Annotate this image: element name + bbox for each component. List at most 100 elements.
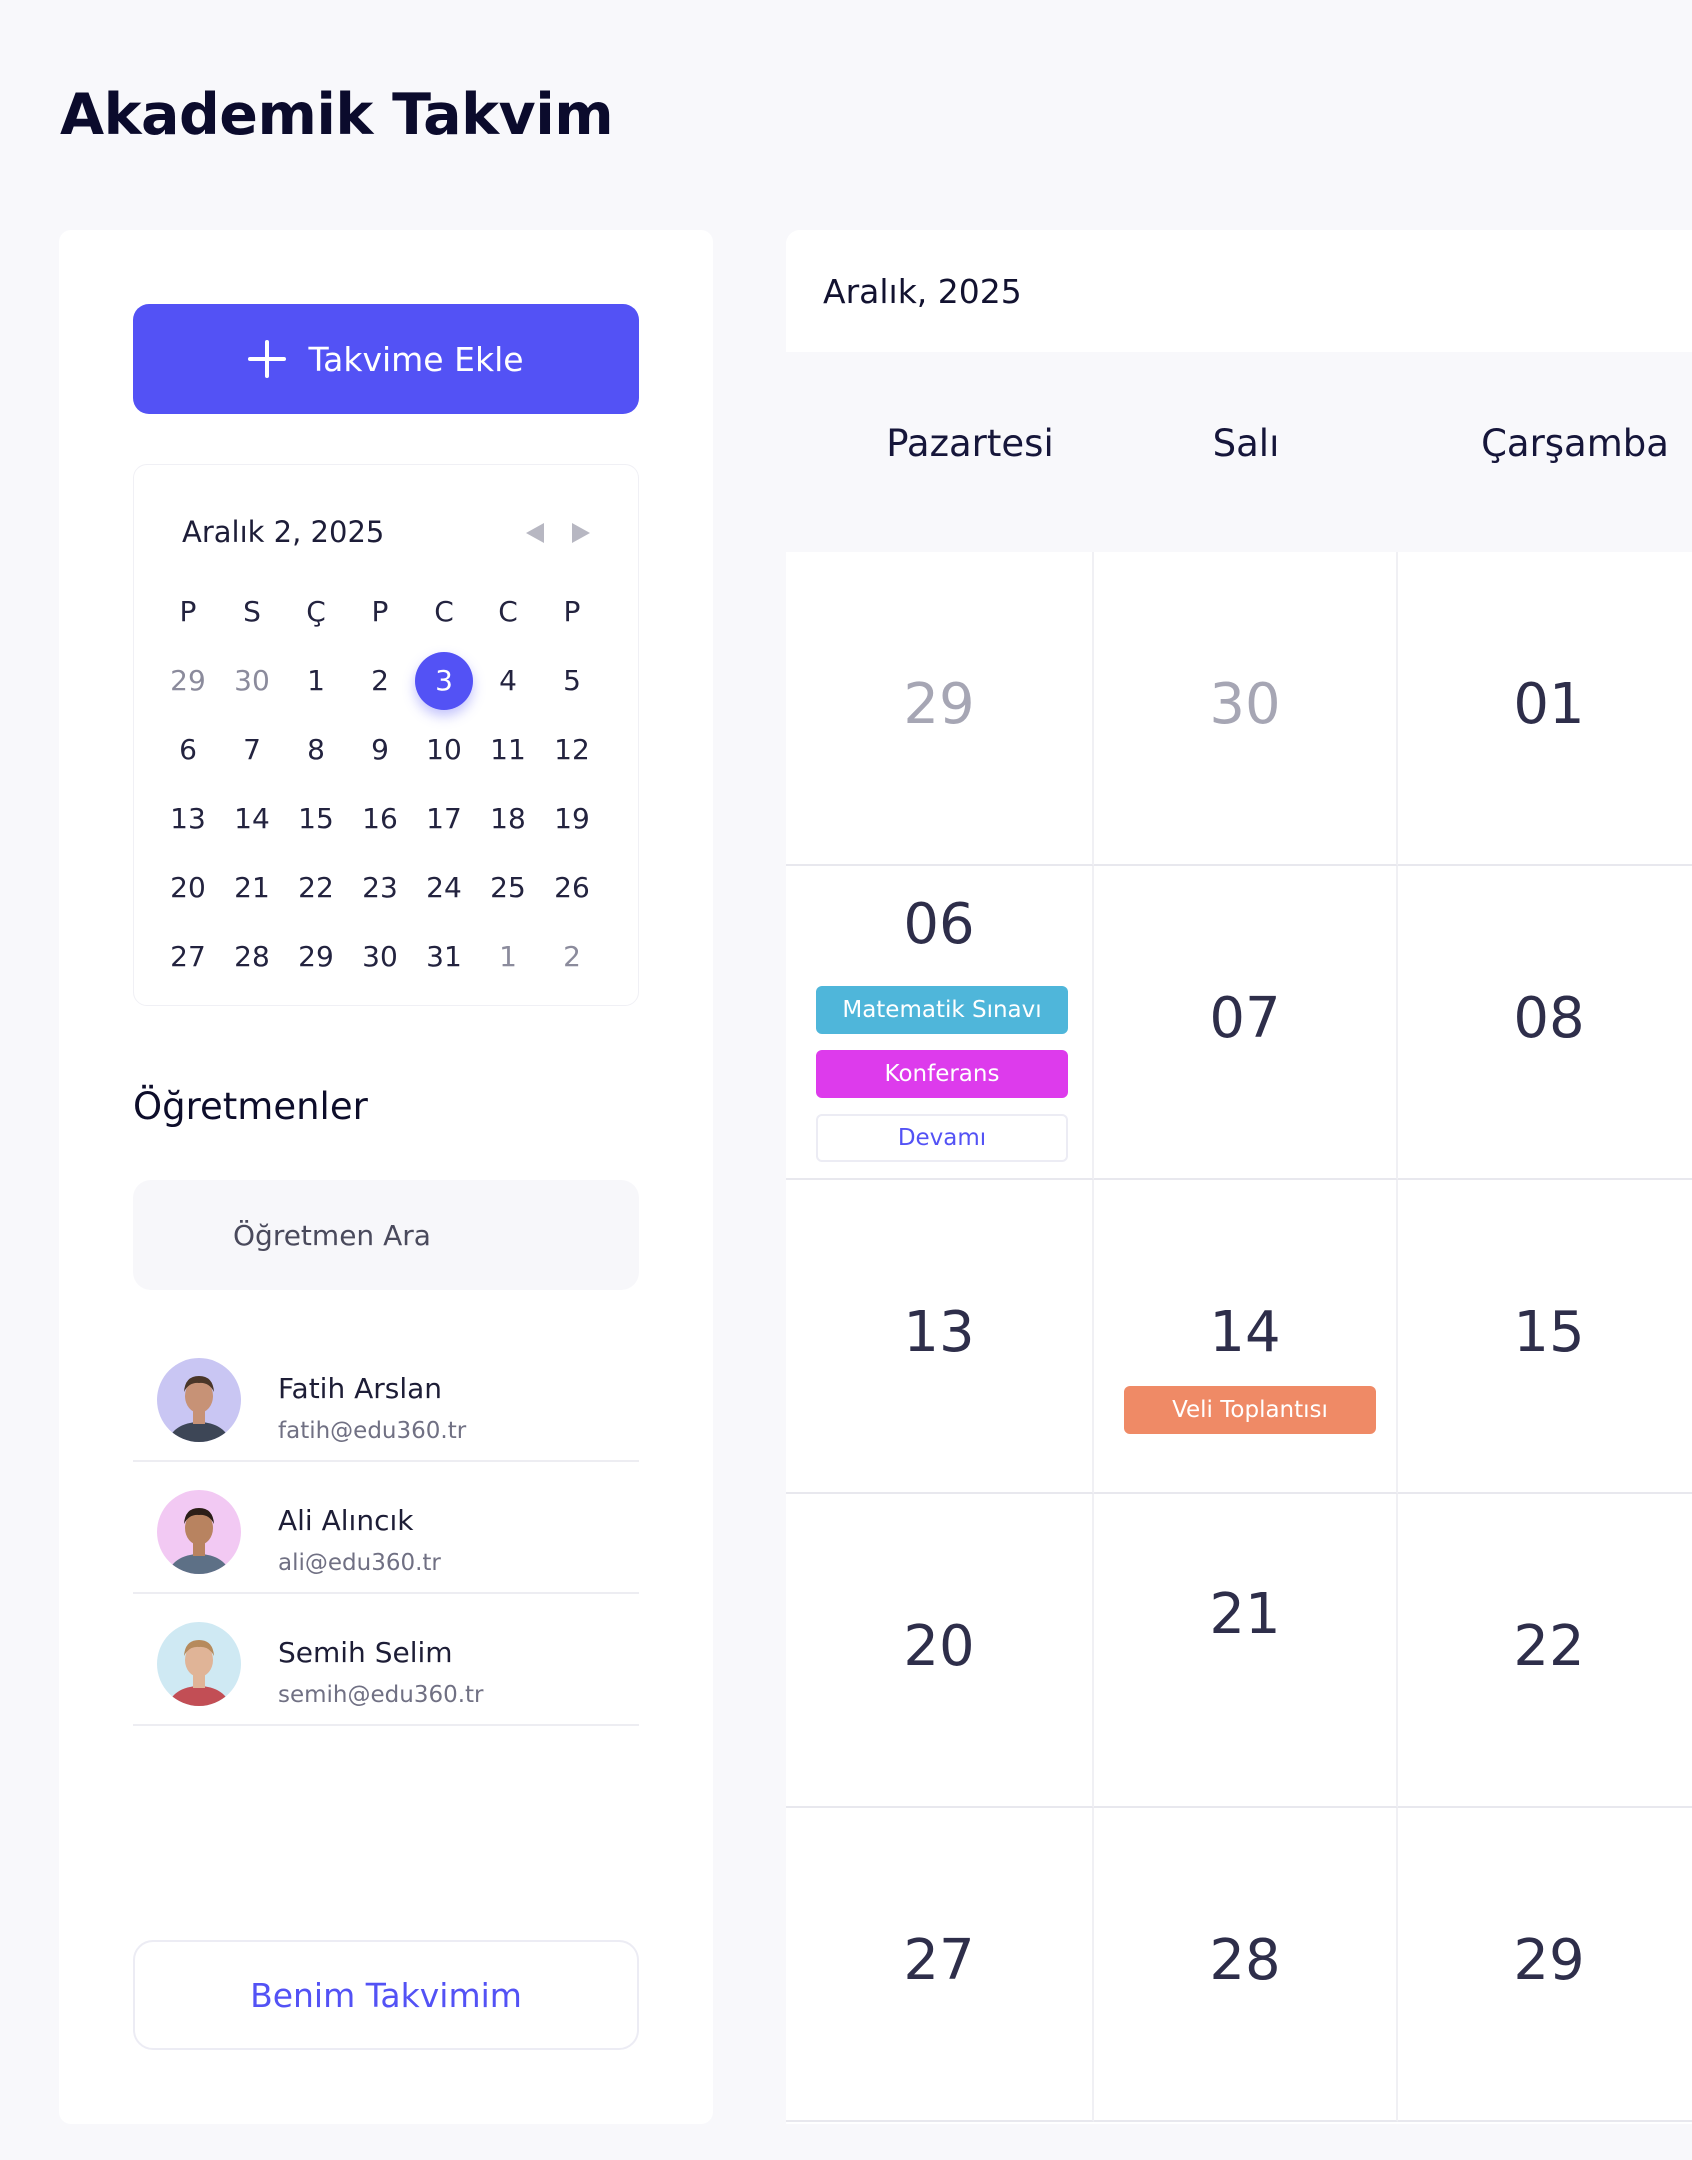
day-number: 01 [1513, 672, 1585, 737]
mini-day[interactable]: 19 [554, 802, 590, 835]
month-calendar: Aralık, 2025 Pazartesi Salı Çarşamba 29 30 0… [786, 230, 1692, 2124]
mini-day[interactable]: 5 [563, 664, 581, 697]
day-number: 20 [903, 1614, 975, 1679]
calendar-day-cell[interactable]: 08 [1398, 866, 1692, 1180]
chevron-left-icon[interactable] [526, 523, 544, 543]
chevron-right-icon[interactable] [572, 523, 590, 543]
mini-weekday-label: C [498, 595, 518, 628]
mini-day[interactable]: 15 [298, 802, 334, 835]
day-number: 06 [903, 892, 975, 957]
day-number: 28 [1209, 1928, 1281, 1993]
day-number: 29 [1513, 1928, 1585, 1993]
mini-day[interactable]: 24 [426, 871, 462, 904]
weekday-2: Salı [1212, 422, 1280, 465]
teacher-search-input[interactable] [133, 1180, 639, 1290]
mini-day[interactable]: 29 [298, 940, 334, 973]
mini-day[interactable]: 2 [563, 940, 581, 973]
calendar-day-cell[interactable]: 14 Veli Toplantısı [1094, 1180, 1398, 1494]
mini-day[interactable]: 22 [298, 871, 334, 904]
calendar-day-cell[interactable]: 29 [786, 552, 1094, 866]
mini-day[interactable]: 30 [362, 940, 398, 973]
mini-day[interactable]: 13 [170, 802, 206, 835]
mini-day[interactable]: 28 [234, 940, 270, 973]
mini-day[interactable]: 4 [499, 664, 517, 697]
teacher-email: semih@edu360.tr [278, 1682, 484, 1708]
mini-day[interactable]: 1 [499, 940, 517, 973]
sidebar: Takvime Ekle Aralık 2, 2025 P S Ç P C C P 29 30 1… [59, 230, 713, 2124]
weekday-1: Pazartesi [886, 422, 1054, 465]
calendar-day-cell[interactable]: 13 [786, 1180, 1094, 1494]
avatar [157, 1358, 241, 1442]
calendar-day-cell[interactable]: 27 [786, 1808, 1094, 2122]
event-chip[interactable]: Matematik Sınavı [816, 986, 1068, 1034]
calendar-day-cell[interactable]: 20 [786, 1494, 1094, 1808]
mini-day[interactable]: 16 [362, 802, 398, 835]
calendar-day-cell[interactable]: 21 [1094, 1494, 1398, 1808]
mini-day-selected[interactable]: 3 [412, 646, 476, 715]
calendar-day-cell[interactable]: 28 [1094, 1808, 1398, 2122]
teacher-list-item[interactable]: Fatih Arslan fatih@edu360.tr [133, 1330, 639, 1462]
weekday-3: Çarşamba [1481, 422, 1669, 465]
mini-day[interactable]: 2 [371, 664, 389, 697]
day-number: 30 [1209, 672, 1281, 737]
more-events-button[interactable]: Devamı [816, 1114, 1068, 1162]
calendar-day-cell[interactable]: 30 [1094, 552, 1398, 866]
mini-day[interactable]: 6 [179, 733, 197, 766]
mini-day[interactable]: 14 [234, 802, 270, 835]
weekday-header: Pazartesi Salı Çarşamba [786, 352, 1692, 554]
teacher-list-item[interactable]: Semih Selim semih@edu360.tr [133, 1594, 639, 1726]
calendar-day-cell[interactable]: 07 [1094, 866, 1398, 1180]
mini-day[interactable]: 17 [426, 802, 462, 835]
mini-day[interactable]: 18 [490, 802, 526, 835]
plus-icon [248, 340, 287, 378]
day-number: 15 [1513, 1300, 1585, 1365]
mini-day[interactable]: 21 [234, 871, 270, 904]
mini-weekday-label: P [371, 595, 389, 628]
my-calendar-button[interactable]: Benim Takvimim [133, 1940, 639, 2050]
calendar-day-cell[interactable]: 01 [1398, 552, 1692, 866]
mini-day[interactable]: 25 [490, 871, 526, 904]
teacher-email: fatih@edu360.tr [278, 1418, 467, 1444]
calendar-day-cell[interactable]: 22 [1398, 1494, 1692, 1808]
mini-day[interactable]: 20 [170, 871, 206, 904]
mini-day[interactable]: 27 [170, 940, 206, 973]
mini-day[interactable]: 23 [362, 871, 398, 904]
calendar-day-cell[interactable]: 06 Matematik Sınavı Konferans Devamı [786, 866, 1094, 1180]
mini-day[interactable]: 10 [426, 733, 462, 766]
mini-calendar-grid: P S Ç P C C P 29 30 1 2 3 4 5 6 7 8 9 10 11 12 13 14 15 16 17 18 19… [156, 577, 604, 991]
add-to-calendar-button[interactable]: Takvime Ekle [133, 304, 639, 414]
mini-weekday-label: Ç [306, 595, 326, 628]
mini-day[interactable]: 9 [371, 733, 389, 766]
calendar-day-cell[interactable]: 29 [1398, 1808, 1692, 2122]
mini-day[interactable]: 1 [307, 664, 325, 697]
teachers-title: Öğretmenler [133, 1085, 368, 1128]
day-number: 21 [1209, 1582, 1281, 1647]
mini-day[interactable]: 12 [554, 733, 590, 766]
mini-day[interactable]: 8 [307, 733, 325, 766]
mini-day[interactable]: 31 [426, 940, 462, 973]
page-title: Akademik Takvim [60, 82, 614, 148]
event-chip[interactable]: Veli Toplantısı [1124, 1386, 1376, 1434]
mini-calendar: Aralık 2, 2025 P S Ç P C C P 29 30 1 2 3 4 5 6 7 8 9 10 11 1… [133, 464, 639, 1006]
day-number: 08 [1513, 986, 1585, 1051]
add-to-calendar-label: Takvime Ekle [308, 339, 524, 379]
day-number: 22 [1513, 1614, 1585, 1679]
event-chip[interactable]: Konferans [816, 1050, 1068, 1098]
calendar-day-cell[interactable]: 15 [1398, 1180, 1692, 1494]
mini-day[interactable]: 30 [234, 664, 270, 697]
day-number: 07 [1209, 986, 1281, 1051]
day-number: 27 [903, 1928, 975, 1993]
month-label: Aralık, 2025 [823, 272, 1022, 311]
mini-day[interactable]: 7 [243, 733, 261, 766]
teacher-list-item[interactable]: Ali Alıncık ali@edu360.tr [133, 1462, 639, 1594]
teacher-name: Fatih Arslan [278, 1372, 443, 1405]
teacher-name: Ali Alıncık [278, 1504, 414, 1537]
avatar [157, 1490, 241, 1574]
mini-day[interactable]: 26 [554, 871, 590, 904]
avatar [157, 1622, 241, 1706]
day-number: 14 [1209, 1300, 1281, 1365]
mini-weekday-label: S [243, 595, 261, 628]
mini-day[interactable]: 29 [170, 664, 206, 697]
teacher-email: ali@edu360.tr [278, 1550, 441, 1576]
mini-day[interactable]: 11 [490, 733, 526, 766]
